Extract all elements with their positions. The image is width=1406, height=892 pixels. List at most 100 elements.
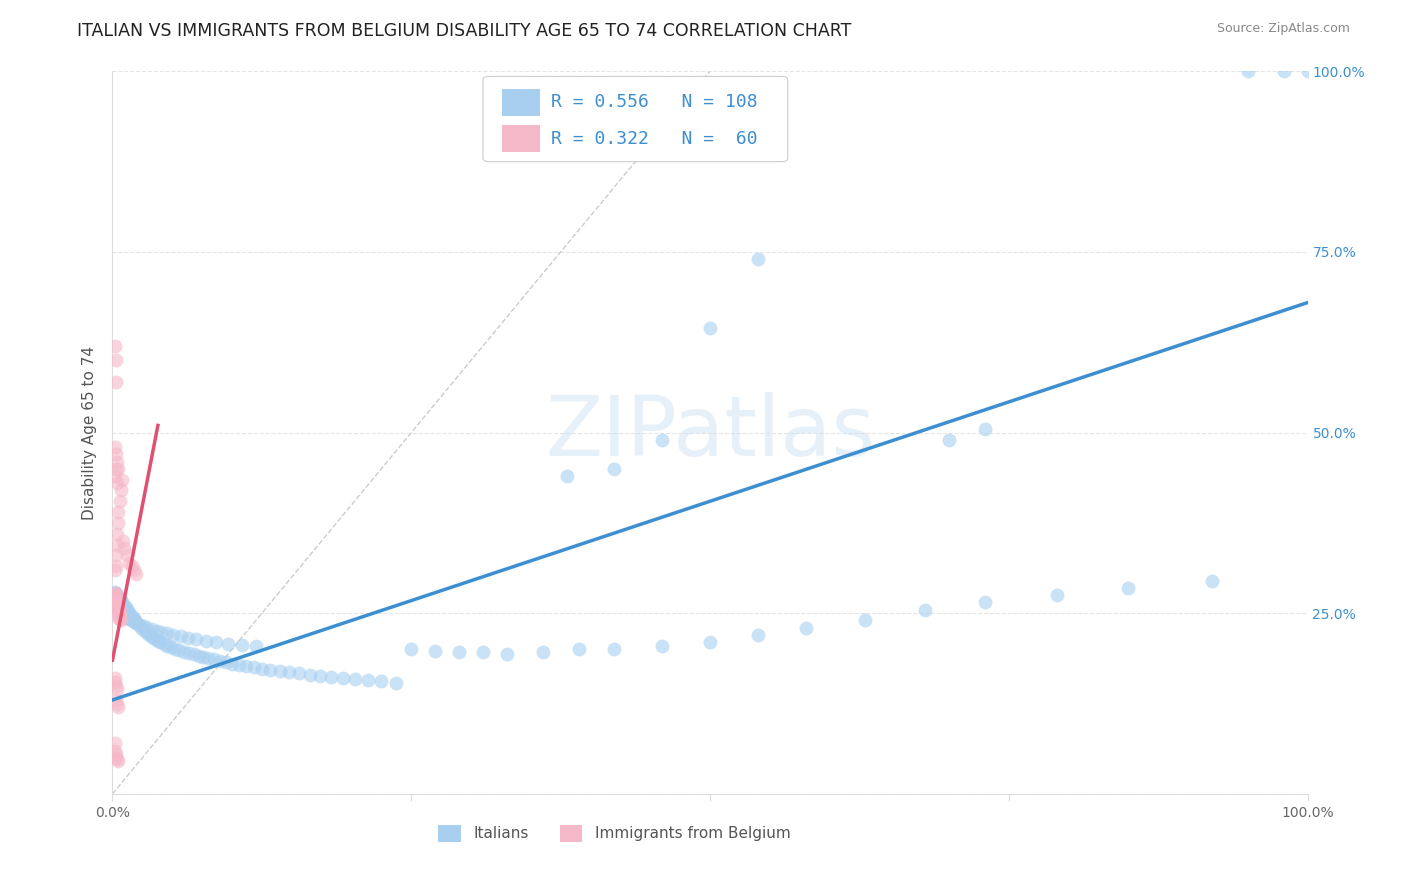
- Point: [108, 612, 131, 626]
- Point: [139, 629, 162, 643]
- Point: [121, 559, 143, 574]
- Point: [496, 647, 519, 661]
- Point: [146, 633, 169, 648]
- Point: [121, 609, 143, 624]
- Point: [357, 673, 380, 688]
- Point: [332, 671, 354, 685]
- Point: [217, 637, 239, 651]
- Point: [118, 556, 141, 570]
- Point: [173, 644, 195, 658]
- Point: [169, 629, 191, 643]
- Point: [298, 667, 321, 681]
- Point: [855, 614, 877, 628]
- Text: R = 0.556   N = 108: R = 0.556 N = 108: [551, 94, 758, 112]
- Point: [235, 659, 257, 673]
- Point: [118, 607, 141, 621]
- Point: [107, 598, 129, 612]
- Point: [115, 549, 138, 563]
- Point: [110, 614, 132, 628]
- Point: [104, 469, 127, 483]
- Point: [105, 454, 128, 468]
- Point: [105, 599, 128, 613]
- Point: [205, 635, 228, 649]
- Point: [105, 747, 128, 761]
- Point: [145, 624, 167, 638]
- Point: [699, 635, 721, 649]
- Point: [209, 654, 232, 668]
- Point: [107, 610, 129, 624]
- Text: R = 0.322   N =  60: R = 0.322 N = 60: [551, 129, 758, 147]
- Point: [149, 635, 172, 649]
- Point: [114, 541, 135, 556]
- Point: [104, 584, 127, 599]
- FancyBboxPatch shape: [502, 88, 540, 116]
- Point: [138, 627, 160, 641]
- Point: [153, 637, 176, 651]
- Point: [124, 614, 146, 628]
- Point: [169, 643, 191, 657]
- Point: [105, 447, 128, 461]
- Point: [1201, 574, 1223, 588]
- Point: [105, 353, 128, 368]
- Point: [107, 607, 129, 621]
- Point: [309, 669, 332, 683]
- Point: [129, 621, 152, 635]
- Point: [104, 598, 127, 612]
- Point: [125, 615, 148, 629]
- Point: [177, 631, 200, 645]
- Point: [105, 751, 128, 765]
- Point: [107, 602, 129, 616]
- Point: [114, 609, 135, 624]
- Point: [141, 622, 163, 636]
- Point: [112, 607, 135, 622]
- Point: [108, 591, 131, 606]
- Point: [110, 609, 132, 624]
- Point: [107, 516, 129, 530]
- Point: [278, 665, 301, 680]
- Point: [555, 469, 578, 483]
- Point: [114, 600, 136, 615]
- Point: [794, 621, 817, 635]
- Point: [142, 631, 165, 645]
- Point: [135, 625, 157, 640]
- Point: [105, 600, 128, 615]
- Point: [105, 605, 128, 619]
- Point: [472, 645, 495, 659]
- Point: [110, 605, 132, 619]
- Point: [132, 619, 155, 633]
- Legend: Italians, Immigrants from Belgium: Italians, Immigrants from Belgium: [432, 819, 797, 847]
- Point: [105, 599, 128, 613]
- Point: [105, 678, 128, 692]
- Point: [107, 505, 129, 519]
- Point: [162, 628, 184, 642]
- Point: [221, 657, 243, 671]
- Point: [215, 656, 238, 670]
- Point: [183, 648, 205, 662]
- Point: [107, 462, 129, 476]
- Point: [321, 670, 343, 684]
- Point: [186, 632, 208, 647]
- Point: [202, 652, 225, 666]
- Point: [117, 604, 139, 618]
- Point: [699, 321, 721, 335]
- Point: [105, 588, 128, 602]
- Point: [568, 642, 591, 657]
- Text: Source: ZipAtlas.com: Source: ZipAtlas.com: [1216, 22, 1350, 36]
- Point: [104, 595, 127, 609]
- Point: [156, 639, 179, 653]
- Point: [974, 595, 997, 609]
- Point: [111, 473, 134, 487]
- Point: [231, 638, 253, 652]
- Point: [105, 549, 128, 563]
- Point: [603, 642, 626, 657]
- Point: [603, 462, 626, 476]
- Point: [110, 483, 132, 498]
- Point: [250, 662, 273, 676]
- Point: [747, 252, 769, 267]
- Point: [105, 526, 128, 541]
- Point: [108, 603, 131, 617]
- Point: [245, 640, 267, 654]
- Point: [112, 533, 135, 548]
- Point: [125, 566, 148, 581]
- Point: [105, 600, 128, 615]
